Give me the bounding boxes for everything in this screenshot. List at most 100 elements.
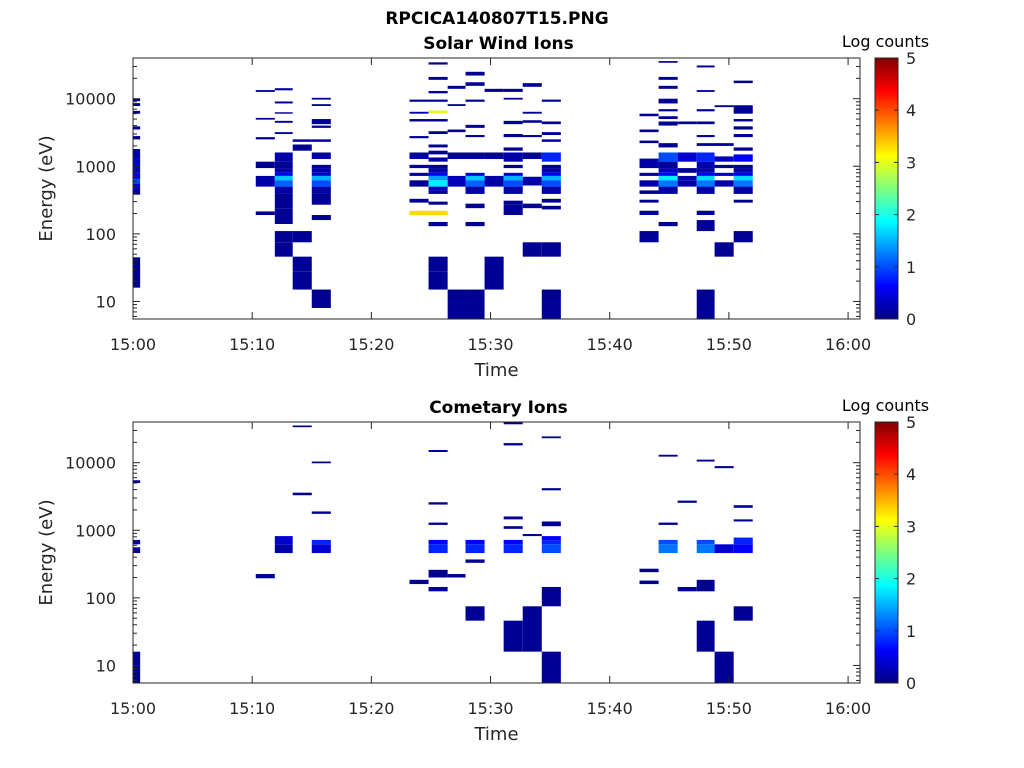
solar-wind-y-axis-label: Energy (eV) [36,135,57,241]
heatmap-cell [639,158,659,169]
cometary-colorbar [875,422,898,683]
heatmap-cell [696,109,715,112]
heatmap-cell [409,152,429,160]
heatmap-cell [522,203,542,209]
heatmap-cell [696,180,715,187]
heatmap-cell [541,175,561,181]
heatmap-cell [311,119,331,125]
heatmap-cell [465,186,485,194]
x-tick-label: 15:50 [706,335,752,354]
heatmap-cell [447,289,466,319]
colorbar-tick-label: 4 [906,465,916,484]
heatmap-cell [696,65,715,68]
colorbar-tick-label: 5 [906,49,916,68]
cometary-colorbar-label: Log counts [842,396,929,415]
heatmap-cell [696,121,715,125]
heatmap-cell [696,135,715,138]
heatmap-cell [541,521,561,527]
cometary-cells [133,422,753,683]
heatmap-cell [465,175,485,181]
figure-title: RPCICA140807T15.PNG [385,9,608,29]
heatmap-cell [428,62,448,65]
heatmap-cell [541,242,561,257]
heatmap-cell [696,186,715,194]
heatmap-cell [311,172,331,176]
heatmap-cell [503,200,523,205]
heatmap-cell [733,172,753,176]
heatmap-cell [639,568,659,573]
heatmap-cell [503,180,523,187]
heatmap-cell [428,190,448,194]
heatmap-cell [428,172,448,176]
heatmap-cell [733,119,753,122]
heatmap-cell [541,536,561,541]
heatmap-cell [311,175,331,181]
heatmap-cell [133,651,141,683]
heatmap-cell [714,544,734,554]
heatmap-cell [658,180,678,187]
heatmap-cell [133,257,141,288]
heatmap-cell [274,112,293,114]
heatmap-cell [428,502,448,505]
heatmap-cell [311,215,331,221]
heatmap-cell [503,152,523,162]
heatmap-cell [639,210,659,216]
heatmap-cell [465,99,485,102]
heatmap-cell [714,105,734,108]
x-tick-label: 15:30 [467,699,513,718]
heatmap-cell [311,461,331,464]
heatmap-cell [503,97,523,100]
heatmap-cell [311,139,331,142]
heatmap-cell [274,120,293,123]
heatmap-cell [658,544,678,554]
heatmap-cell [465,606,485,621]
heatmap-cell [522,176,542,186]
heatmap-cell [428,210,448,216]
heatmap-cell [658,175,678,181]
x-tick-label: 15:20 [348,699,394,718]
heatmap-cell [311,193,331,205]
heatmap-cell [541,180,561,187]
heatmap-cell [658,152,678,162]
heatmap-cell [447,152,466,160]
heatmap-cell [255,161,275,169]
heatmap-cell [658,143,678,148]
heatmap-cell [541,132,561,136]
heatmap-cell [696,289,715,319]
heatmap-cell [409,180,429,187]
heatmap-cell [428,76,448,80]
heatmap-cell [658,522,678,525]
heatmap-cell [428,539,448,545]
heatmap-cell [677,180,697,187]
cometary-title: Cometary Ions [429,398,568,418]
heatmap-cell [409,119,429,122]
heatmap-cell [677,500,697,503]
heatmap-cell [658,116,678,120]
heatmap-cell [484,256,504,290]
colorbar-tick-label: 5 [906,413,916,432]
y-tick-label: 1000 [75,521,116,540]
heatmap-cell [541,99,561,102]
heatmap-cell [541,186,561,194]
heatmap-cell [714,164,734,169]
heatmap-cell [484,88,504,92]
heatmap-cell [733,168,753,173]
heatmap-cell [311,511,331,514]
heatmap-cell [733,544,753,554]
heatmap-cell [696,539,715,545]
heatmap-cell [639,140,659,144]
heatmap-cell [658,61,678,63]
y-tick-label: 1000 [75,157,116,176]
heatmap-cell [714,180,734,187]
heatmap-cell [733,231,753,243]
heatmap-cell [639,180,659,187]
heatmap-cell [133,98,141,102]
heatmap-cell [503,88,523,92]
heatmap-cell [696,90,715,92]
heatmap-cell [714,242,734,257]
heatmap-cell [639,113,659,117]
heatmap-cell [677,168,697,173]
colorbar-tick-label: 3 [906,153,916,172]
